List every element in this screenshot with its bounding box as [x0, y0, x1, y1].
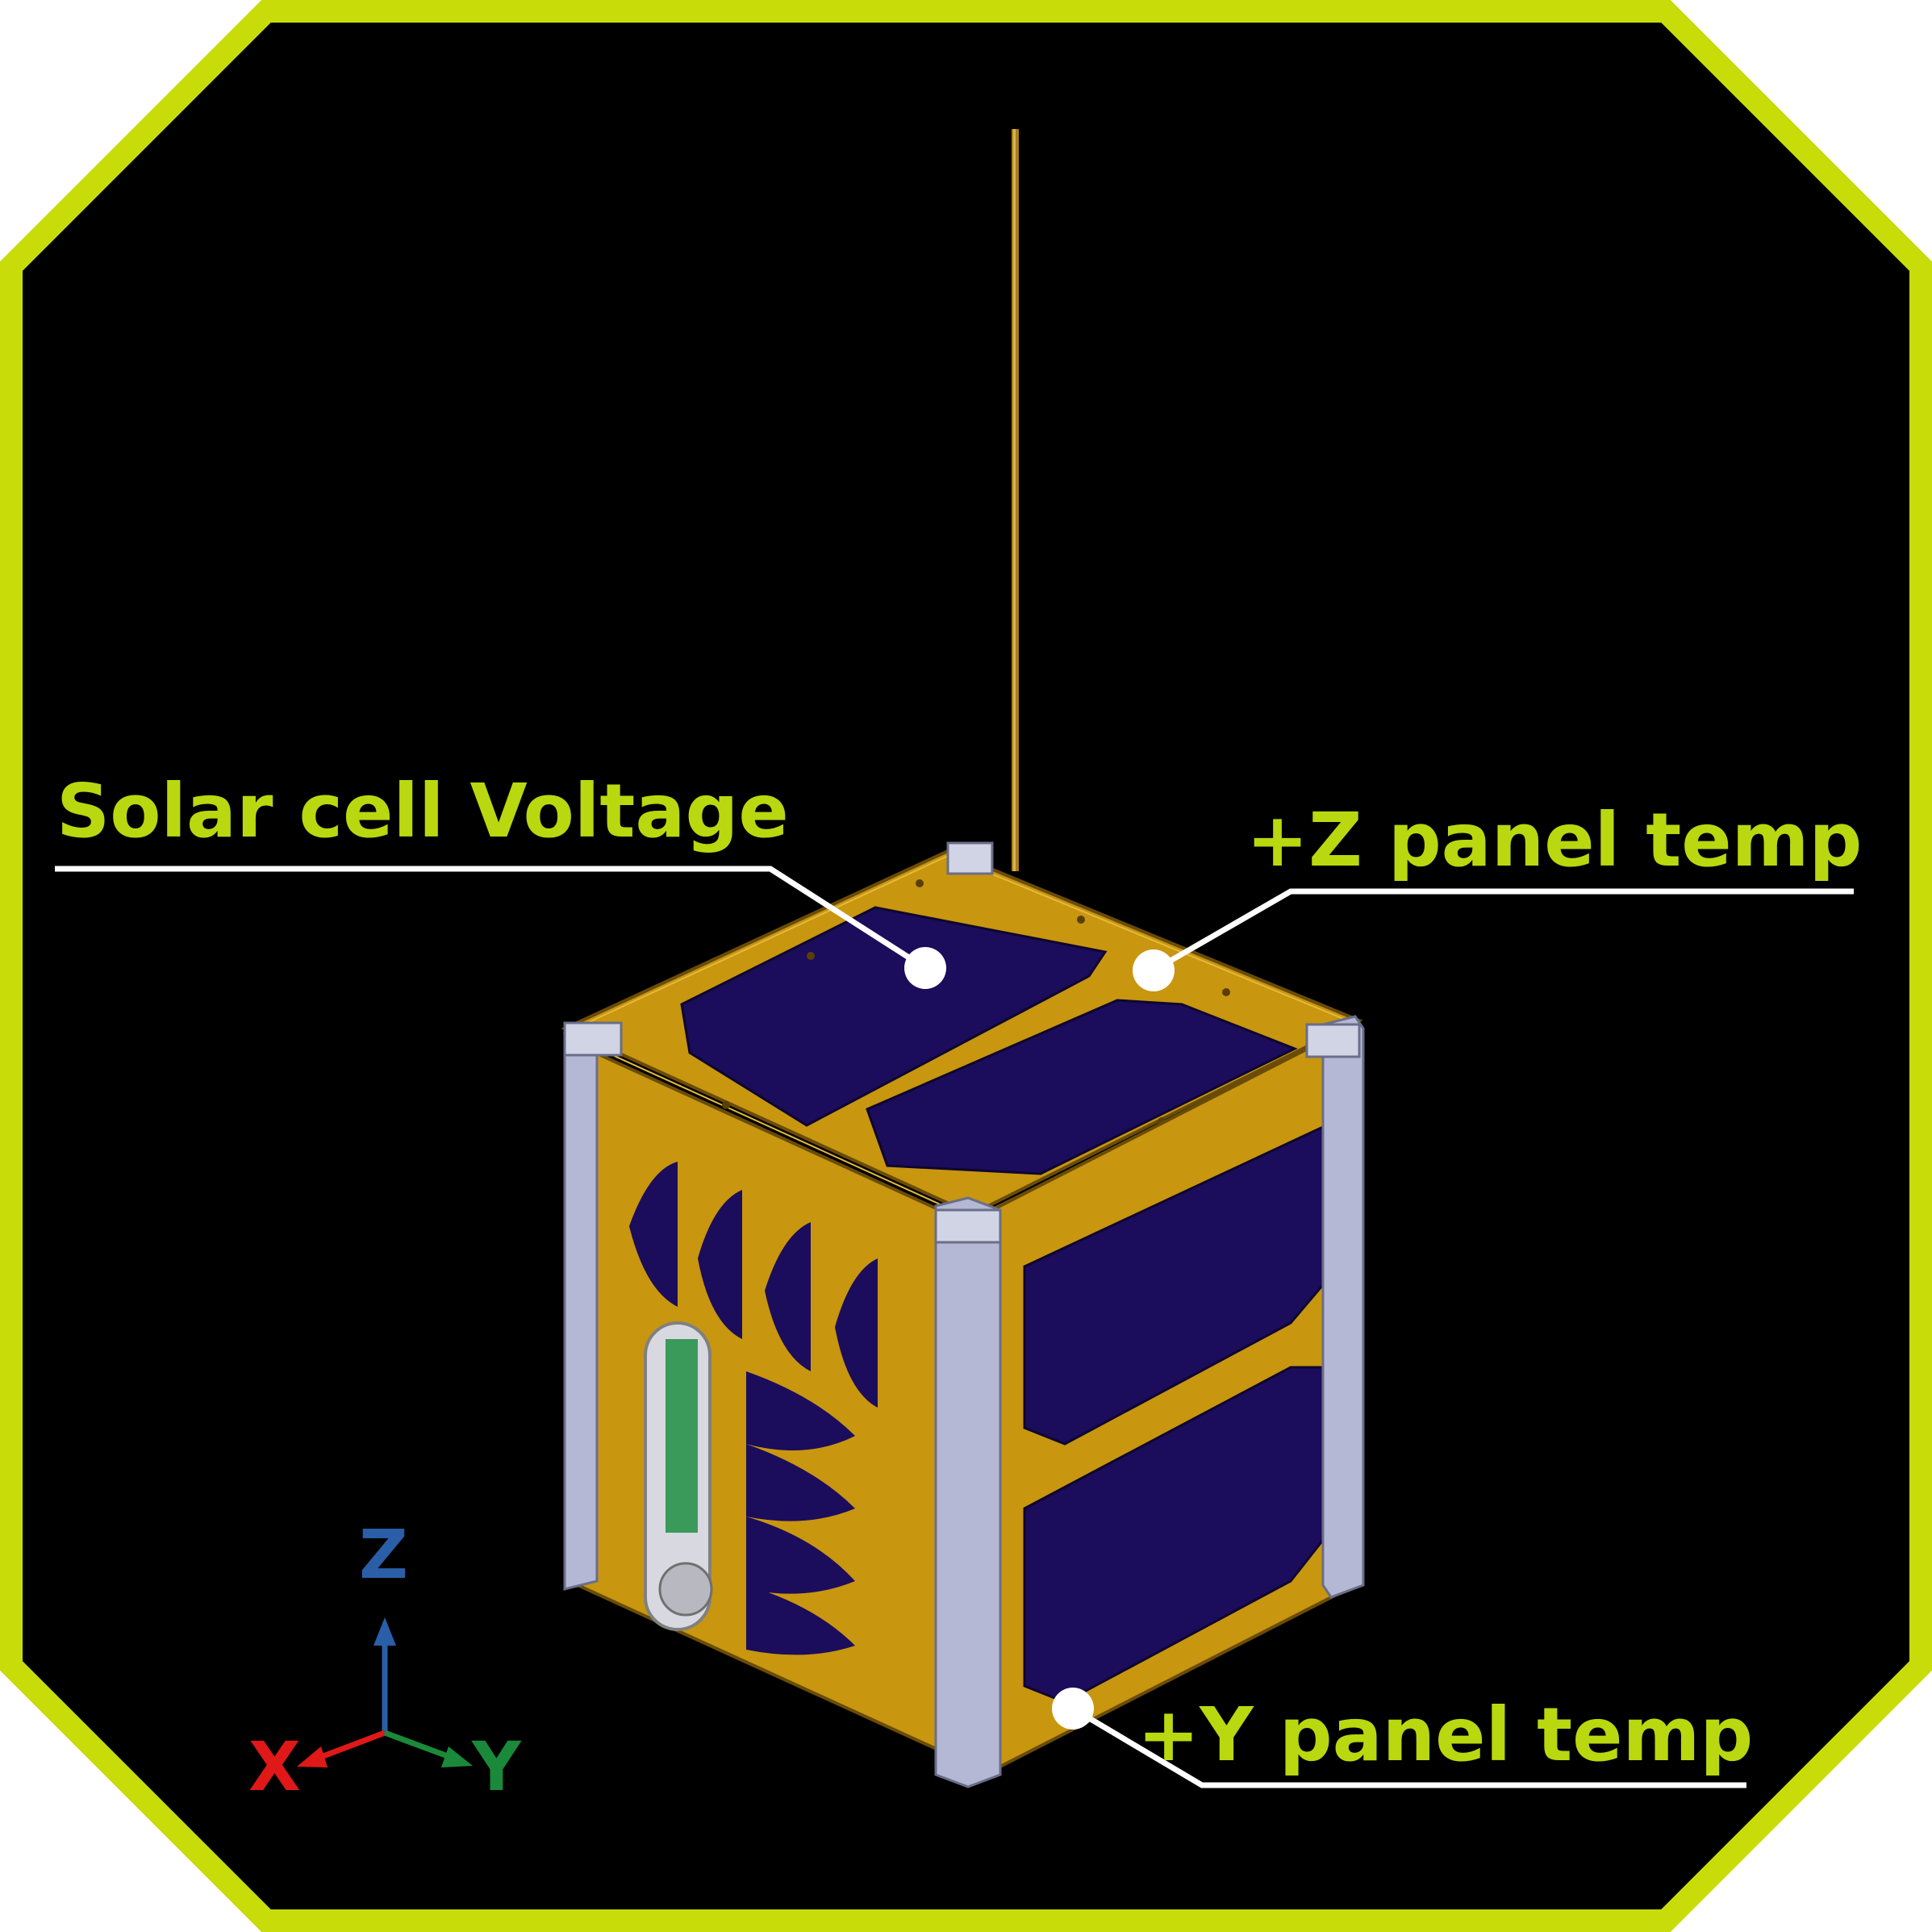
y-panel: [991, 1025, 1349, 1774]
x-cutout-3: [765, 1222, 811, 1371]
axis-z-arrow-icon: [373, 1617, 396, 1646]
solar-cell-top-1: [680, 906, 1108, 1127]
solar-cell-top-2: [866, 999, 1298, 1175]
axis-x-line: [319, 1730, 386, 1760]
leader-solar-cell: [55, 866, 927, 970]
x-panel: [567, 1037, 941, 1754]
rail-cap-right: [1305, 1023, 1361, 1058]
dot-solar-cell: [904, 947, 946, 989]
y-panel-temp-label: +Y panel temp: [1137, 1692, 1754, 1778]
rail-cap-left: [563, 1021, 623, 1057]
x-cutout-6: [746, 1444, 855, 1521]
x-cutout-8: [746, 1585, 855, 1655]
x-cutout-7: [746, 1517, 855, 1594]
callouts: [55, 866, 1854, 1788]
axis-z-label: Z: [359, 1515, 408, 1594]
axis-x-label: X: [248, 1727, 301, 1806]
antenna: [1012, 129, 1019, 871]
x-cutout-2: [698, 1190, 742, 1339]
rails: [563, 841, 1365, 1788]
solar-cell-y-2: [1023, 1366, 1337, 1704]
dot-z-panel: [1133, 949, 1175, 991]
axis-triad: [297, 1617, 473, 1767]
x-cutout-1: [629, 1162, 678, 1307]
axis-y-label: Y: [472, 1727, 521, 1806]
rail-cap-back: [946, 841, 994, 875]
x-cutout-5: [746, 1371, 855, 1450]
axis-y-line: [383, 1730, 449, 1759]
top-panel: [561, 849, 1363, 1221]
axis-x-arrow-icon: [297, 1746, 328, 1767]
z-panel-temp-label: +Z panel temp: [1246, 797, 1863, 883]
leader-y-panel: [1071, 1705, 1746, 1788]
x-cutout-4: [835, 1258, 878, 1408]
rail-cap-center: [934, 1208, 1002, 1244]
leader-z-panel: [1152, 888, 1854, 974]
solar-cell-voltage-label: Solar cell Voltage: [56, 768, 789, 854]
dot-y-panel: [1052, 1688, 1094, 1730]
axis-y-arrow-icon: [441, 1746, 473, 1767]
